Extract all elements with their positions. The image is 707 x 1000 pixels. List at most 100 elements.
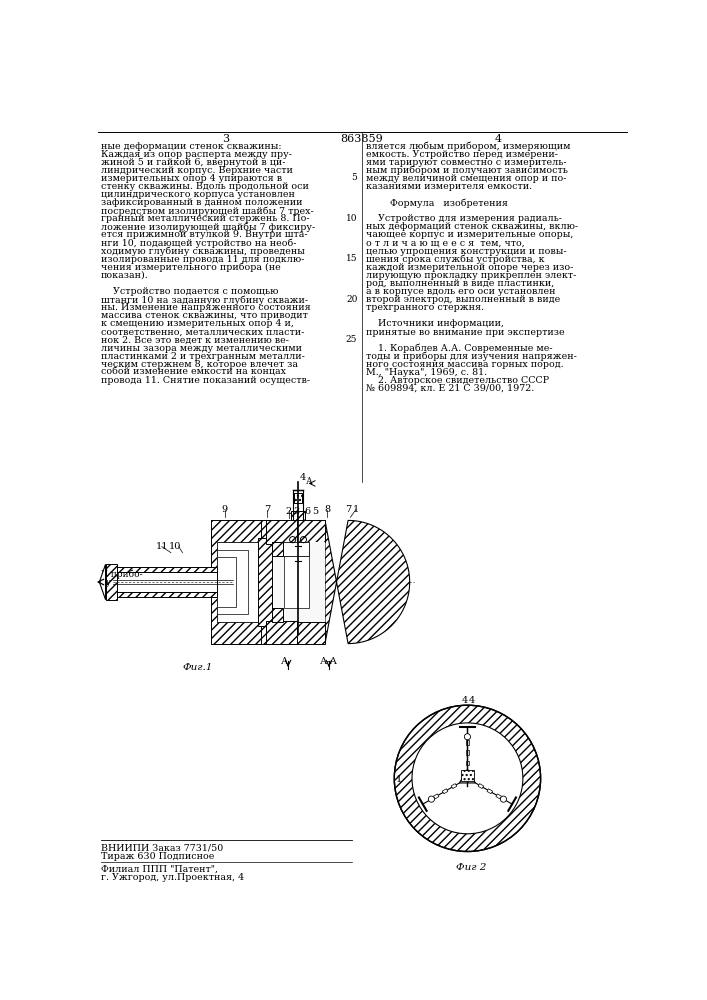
Bar [266,520,296,544]
Text: ру: ру [101,578,112,587]
Bar [211,622,325,644]
Text: А: А [281,657,288,666]
Circle shape [501,796,506,802]
Text: казаниями измерителя емкости.: казаниями измерителя емкости. [366,182,532,191]
Text: 8: 8 [479,726,485,735]
Text: о т л и ч а ю щ е е с я  тем, что,: о т л и ч а ю щ е е с я тем, что, [366,239,525,248]
Text: 4: 4 [469,696,475,705]
Text: чения измерительного прибора (не: чения измерительного прибора (не [101,263,281,272]
Text: 7: 7 [345,505,351,514]
Text: ным прибором и получают зависимость: ным прибором и получают зависимость [366,166,568,175]
Polygon shape [325,520,409,644]
Text: № 609894, кл. Е 21 С 39/00, 1972.: № 609894, кл. Е 21 С 39/00, 1972. [366,384,534,393]
Text: 863859: 863859 [341,134,383,144]
Bar [496,794,501,799]
Circle shape [428,796,435,802]
Text: нок 2. Все это ведет к изменению ве-: нок 2. Все это ведет к изменению ве- [101,336,289,345]
Text: зафиксированный в данном положении: зафиксированный в данном положении [101,198,303,207]
Text: 8: 8 [325,505,330,514]
Circle shape [412,723,523,834]
Bar [460,770,474,781]
Text: ного состояния массива горных пород.: ного состояния массива горных пород. [366,360,563,369]
Text: ных деформаций стенок скважины, вклю-: ных деформаций стенок скважины, вклю- [366,222,578,231]
Text: Филиал ППП "Патент",: Филиал ППП "Патент", [101,865,218,874]
Text: лирующую прокладку прикреплен элект-: лирующую прокладку прикреплен элект- [366,271,576,280]
Text: собой изменение емкости на концах: собой изменение емкости на концах [101,368,286,377]
Bar [113,567,217,572]
Bar [487,789,493,794]
Text: 10: 10 [346,214,357,223]
Bar [217,557,236,607]
Text: 9: 9 [222,505,228,514]
Text: линдрический корпус. Верхние части: линдрический корпус. Верхние части [101,166,293,175]
Text: ны. Изменение напряженного состояния: ны. Изменение напряженного состояния [101,303,310,312]
Text: 2. Авторское свидетельство СССР: 2. Авторское свидетельство СССР [366,376,549,385]
Text: гранный металлический стержень 8. По-: гранный металлический стержень 8. По- [101,214,310,223]
Text: 3: 3 [222,134,229,144]
Text: емкость. Устройство перед измерени-: емкость. Устройство перед измерени- [366,150,558,159]
Text: каждой измерительной опоре через изо-: каждой измерительной опоре через изо- [366,263,573,272]
Bar [451,784,457,789]
Polygon shape [460,769,475,783]
Text: 5: 5 [312,507,318,516]
Text: К прибо-: К прибо- [101,570,143,579]
Text: измерительных опор 4 упираются в: измерительных опор 4 упираются в [101,174,282,183]
Text: трехгранного стержня.: трехгранного стержня. [366,303,484,312]
Text: тоды и приборы для изучения напряжен-: тоды и приборы для изучения напряжен- [366,352,577,361]
Text: ями тарируют совместно с измеритель-: ями тарируют совместно с измеритель- [366,158,566,167]
Text: 10: 10 [169,542,181,551]
Text: к смещению измерительных опор 4 и,: к смещению измерительных опор 4 и, [101,319,294,328]
Bar [433,794,439,799]
Text: М., "Наука", 1969, с. 81.: М., "Наука", 1969, с. 81. [366,368,487,377]
Bar [211,520,261,644]
Text: нги 10, подающей устройство на необ-: нги 10, подающей устройство на необ- [101,239,296,248]
Text: Каждая из опор расперта между пру-: Каждая из опор расперта между пру- [101,150,292,159]
Text: 4: 4 [462,696,468,705]
Bar [113,592,217,597]
Text: 7: 7 [264,505,270,514]
Text: провода 11. Снятие показаний осуществ-: провода 11. Снятие показаний осуществ- [101,376,310,385]
Text: 11: 11 [156,542,168,551]
Text: второй электрод, выполненный в виде: второй электрод, выполненный в виде [366,295,560,304]
Text: соответственно, металлических пласти-: соответственно, металлических пласти- [101,328,304,337]
Text: 3: 3 [293,507,300,516]
Text: s: s [489,736,494,745]
Text: вляется любым прибором, измеряющим: вляется любым прибором, измеряющим [366,142,571,151]
Circle shape [464,734,471,740]
Text: пластинками 2 и трехгранным металли-: пластинками 2 и трехгранным металли- [101,352,305,361]
Text: А-А: А-А [320,657,338,666]
Bar [217,550,248,614]
Text: ложение изолирующей шайбы 7 фиксиру-: ложение изолирующей шайбы 7 фиксиру- [101,222,315,232]
Text: 2: 2 [475,788,481,797]
Bar [466,750,469,755]
Circle shape [395,705,541,852]
Text: Тираж 630 Подписное: Тираж 630 Подписное [101,852,214,861]
Text: 4: 4 [495,134,502,144]
Bar [211,520,325,542]
Bar [217,542,261,622]
Bar [272,608,284,622]
Bar [272,542,284,556]
Text: принятые во внимание при экспертизе: принятые во внимание при экспертизе [366,328,564,337]
Text: Устройство для измерения радиаль-: Устройство для измерения радиаль- [366,214,562,223]
Bar [105,564,117,600]
Text: 1. Кораблев А.А. Современные ме-: 1. Кораблев А.А. Современные ме- [366,344,552,353]
Text: 25: 25 [346,335,357,344]
Text: посредством изолирующей шайбы 7 трех-: посредством изолирующей шайбы 7 трех- [101,206,314,216]
Text: а в корпусе вдоль его оси установлен: а в корпусе вдоль его оси установлен [366,287,555,296]
Text: Фиг.1: Фиг.1 [182,663,213,672]
Bar [478,784,484,789]
Text: Устройство подается с помощью: Устройство подается с помощью [101,287,279,296]
Polygon shape [100,564,105,600]
Text: 3: 3 [450,727,457,736]
Text: массива стенок скважины, что приводит: массива стенок скважины, что приводит [101,311,308,320]
Bar [113,572,217,592]
Text: 20: 20 [346,295,357,304]
Text: жиной 5 и гайкой 6, ввернутой в ци-: жиной 5 и гайкой 6, ввернутой в ци- [101,158,286,167]
Text: Источники информации,: Источники информации, [366,319,504,328]
Text: А: А [305,477,312,486]
Text: целью упрощения конструкции и повы-: целью упрощения конструкции и повы- [366,247,566,256]
Text: ется прижимной втулкой 9. Внутри шта-: ется прижимной втулкой 9. Внутри шта- [101,230,308,239]
Bar [211,542,325,622]
Text: 2: 2 [286,507,292,516]
